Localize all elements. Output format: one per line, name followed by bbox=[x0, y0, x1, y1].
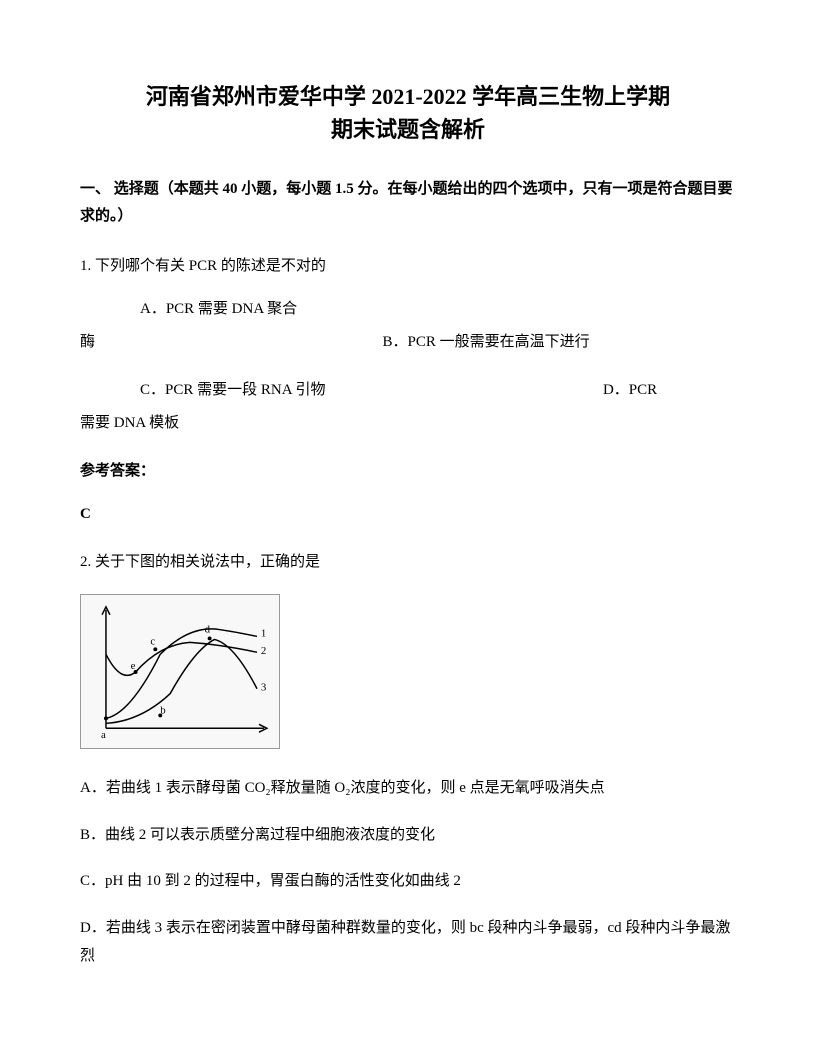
q2-option-b: B．曲线 2 可以表示质壁分离过程中细胞液浓度的变化 bbox=[80, 821, 736, 850]
title-line-1: 河南省郑州市爱华中学 2021-2022 学年高三生物上学期 bbox=[80, 80, 736, 113]
q2-chart: a b c d e 1 2 3 bbox=[80, 594, 280, 749]
label-e: e bbox=[131, 660, 136, 672]
point-d bbox=[208, 636, 212, 640]
q1-answer-label: 参考答案： bbox=[80, 455, 736, 488]
curve-2 bbox=[106, 642, 257, 675]
label-2: 2 bbox=[261, 645, 266, 657]
q2-option-d: D．若曲线 3 表示在密闭装置中酵母菌种群数量的变化，则 bc 段种内斗争最弱，… bbox=[80, 914, 736, 971]
q1-option-ab-line: 酶 B．PCR 一般需要在高温下进行 bbox=[80, 326, 736, 359]
question-1: 1. 下列哪个有关 PCR 的陈述是不对的 A．PCR 需要 DNA 聚合 酶 … bbox=[80, 250, 736, 531]
q1-option-c: C．PCR 需要一段 RNA 引物 bbox=[80, 374, 325, 407]
point-a bbox=[104, 716, 108, 720]
title-line-2: 期末试题含解析 bbox=[80, 113, 736, 146]
section-1-header: 一、 选择题（本题共 40 小题，每小题 1.5 分。在每小题给出的四个选项中，… bbox=[80, 176, 736, 230]
q1-option-a-part1: A．PCR 需要 DNA 聚合 bbox=[80, 293, 736, 326]
q1-option-cd-line: C．PCR 需要一段 RNA 引物 D．PCR bbox=[80, 374, 736, 407]
q1-option-a-part2: 酶 bbox=[80, 334, 95, 350]
q1-answer-value: C bbox=[80, 498, 736, 531]
q2-stem: 2. 关于下图的相关说法中，正确的是 bbox=[80, 546, 736, 579]
q1-option-b: B．PCR 一般需要在高温下进行 bbox=[383, 334, 590, 350]
point-c bbox=[153, 647, 157, 651]
q1-stem: 1. 下列哪个有关 PCR 的陈述是不对的 bbox=[80, 250, 736, 283]
curve-3 bbox=[106, 639, 257, 723]
label-c: c bbox=[150, 635, 155, 647]
question-2: 2. 关于下图的相关说法中，正确的是 a b c d e 1 2 bbox=[80, 546, 736, 971]
q2-option-a: A．若曲线 1 表示酵母菌 CO₂释放量随 O₂浓度的变化，则 e 点是无氧呼吸… bbox=[80, 774, 736, 803]
label-b: b bbox=[160, 704, 166, 716]
q1-options: A．PCR 需要 DNA 聚合 酶 B．PCR 一般需要在高温下进行 C．PCR… bbox=[80, 293, 736, 440]
q2-option-c: C．pH 由 10 到 2 的过程中，胃蛋白酶的活性变化如曲线 2 bbox=[80, 867, 736, 896]
label-3: 3 bbox=[261, 682, 266, 694]
document-title: 河南省郑州市爱华中学 2021-2022 学年高三生物上学期 期末试题含解析 bbox=[80, 80, 736, 146]
label-d: d bbox=[205, 624, 211, 636]
label-a: a bbox=[101, 729, 106, 741]
chart-svg: a b c d e 1 2 3 bbox=[81, 595, 279, 748]
q1-option-d-part1: D．PCR bbox=[603, 382, 657, 398]
label-1: 1 bbox=[261, 627, 266, 639]
q1-option-d-part2: 需要 DNA 模板 bbox=[80, 407, 736, 440]
